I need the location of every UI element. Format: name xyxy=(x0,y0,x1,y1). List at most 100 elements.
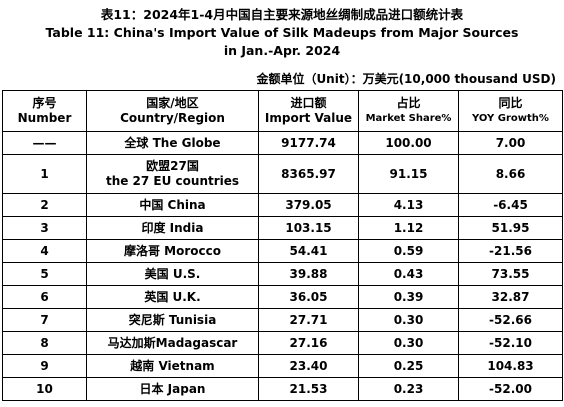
cell-text: 中国 China xyxy=(139,197,206,212)
cell: 32.87 xyxy=(458,285,563,309)
title-en: Table 11: China's Import Value of Silk M… xyxy=(45,25,519,40)
cell: 4.13 xyxy=(358,193,459,217)
table-body: 序号 Number 国家/地区 Country/Region 进口额 Import Val… xyxy=(2,90,563,401)
cell-text: 英国 U.K. xyxy=(144,289,201,304)
cell: 54.41 xyxy=(258,239,359,263)
cell: 0.39 xyxy=(358,285,459,309)
table-row: 7 突尼斯 Tunisia 27.71 0.30 -52.66 xyxy=(2,308,563,332)
cell: 印度 India xyxy=(86,216,259,240)
header-text: 国家/地区 xyxy=(146,96,199,110)
cell: 9 xyxy=(2,354,87,378)
table-row: 6 英国 U.K. 36.05 0.39 32.87 xyxy=(2,285,563,309)
cell: 6 xyxy=(2,285,87,309)
table-row: 1 欧盟27国 the 27 EU countries 8365.97 91.15 8.6… xyxy=(2,154,563,194)
table-row: 8 马达加斯Madagascar 27.16 0.30 -52.10 xyxy=(2,331,563,355)
table-row: 5 美国 U.S. 39.88 0.43 73.55 xyxy=(2,262,563,286)
cell: -6.45 xyxy=(458,193,563,217)
cell: —— xyxy=(2,131,87,155)
cell: 8 xyxy=(2,331,87,355)
header-cell: 进口额 Import Value xyxy=(258,90,359,132)
table-row: —— 全球 The Globe 9177.74 100.00 7.00 xyxy=(2,131,563,155)
header-text: Market Share% xyxy=(365,113,452,124)
cell: 9177.74 xyxy=(258,131,359,155)
data-table: 序号 Number 国家/地区 Country/Region 进口额 Import Val… xyxy=(2,90,563,401)
cell: 中国 China xyxy=(86,193,259,217)
cell: 越南 Vietnam xyxy=(86,354,259,378)
cell: 0.30 xyxy=(358,331,459,355)
cell: -52.66 xyxy=(458,308,563,332)
cell: 0.30 xyxy=(358,308,459,332)
table-row: 10 日本 Japan 21.53 0.23 -52.00 xyxy=(2,377,563,401)
cell: 突尼斯 Tunisia xyxy=(86,308,259,332)
header-text: Import Value xyxy=(264,111,353,125)
cell-text: 越南 Vietnam xyxy=(130,358,215,373)
header-text: 同比 xyxy=(498,96,523,110)
cell-text: 日本 Japan xyxy=(139,381,206,396)
cell: 103.15 xyxy=(258,216,359,240)
cell: 1.12 xyxy=(358,216,459,240)
cell: 39.88 xyxy=(258,262,359,286)
cell: 10 xyxy=(2,377,87,401)
cell-text: the 27 EU countries xyxy=(105,174,240,188)
cell-text: 马达加斯Madagascar xyxy=(107,335,238,350)
cell: 7.00 xyxy=(458,131,563,155)
cell-text: 摩洛哥 Morocco xyxy=(124,243,221,258)
cell: 104.83 xyxy=(458,354,563,378)
cell-text: 突尼斯 Tunisia xyxy=(128,312,217,327)
header-text: 占比 xyxy=(396,96,421,110)
cell: 73.55 xyxy=(458,262,563,286)
cell: 1 xyxy=(2,154,87,194)
cell: 27.16 xyxy=(258,331,359,355)
cell: 91.15 xyxy=(358,154,459,194)
header-text: Number xyxy=(17,111,72,125)
cell: -21.56 xyxy=(458,239,563,263)
cell-text: 欧盟27国 xyxy=(146,159,199,173)
header-text: YOY Growth% xyxy=(472,113,549,124)
title-block: 表11：2024年1-4月中国自主要来源地丝绸制成品进口额统计表 Table 1… xyxy=(0,0,564,68)
cell: 全球 The Globe xyxy=(86,131,259,155)
cell: 3 xyxy=(2,216,87,240)
cell: -52.10 xyxy=(458,331,563,355)
cell: 0.59 xyxy=(358,239,459,263)
cell: 0.25 xyxy=(358,354,459,378)
cell-text: 全球 The Globe xyxy=(124,135,221,150)
title-en: in Jan.-Apr. 2024 xyxy=(223,43,341,58)
cell: 欧盟27国 the 27 EU countries xyxy=(86,154,259,194)
cell: 2 xyxy=(2,193,87,217)
cell: 51.95 xyxy=(458,216,563,240)
cell: 英国 U.K. xyxy=(86,285,259,309)
cell: 0.23 xyxy=(358,377,459,401)
cell: 7 xyxy=(2,308,87,332)
cell-text: 印度 India xyxy=(141,220,204,235)
header-cell: 同比 YOY Growth% xyxy=(458,90,563,132)
table-row: 2 中国 China 379.05 4.13 -6.45 xyxy=(2,193,563,217)
unit-note: 金额单位（Unit）：万美元(10,000 thousand USD) xyxy=(256,72,556,86)
header-text: 序号 xyxy=(32,96,57,110)
cell: 5 xyxy=(2,262,87,286)
cell: 日本 Japan xyxy=(86,377,259,401)
table-row: 3 印度 India 103.15 1.12 51.95 xyxy=(2,216,563,240)
cell: 23.40 xyxy=(258,354,359,378)
cell-text: 美国 U.S. xyxy=(144,266,201,281)
header-row: 序号 Number 国家/地区 Country/Region 进口额 Import Val… xyxy=(2,90,563,132)
cell: 0.43 xyxy=(358,262,459,286)
cell: 美国 U.S. xyxy=(86,262,259,286)
cell: 摩洛哥 Morocco xyxy=(86,239,259,263)
cell: 379.05 xyxy=(258,193,359,217)
cell: 100.00 xyxy=(358,131,459,155)
cell: 马达加斯Madagascar xyxy=(86,331,259,355)
title-cn: 表11：2024年1-4月中国自主要来源地丝绸制成品进口额统计表 xyxy=(100,7,464,22)
cell: 21.53 xyxy=(258,377,359,401)
cell: 8.66 xyxy=(458,154,563,194)
table-row: 9 越南 Vietnam 23.40 0.25 104.83 xyxy=(2,354,563,378)
cell: -52.00 xyxy=(458,377,563,401)
header-cell: 序号 Number xyxy=(2,90,87,132)
cell: 36.05 xyxy=(258,285,359,309)
table-row: 4 摩洛哥 Morocco 54.41 0.59 -21.56 xyxy=(2,239,563,263)
cell: 4 xyxy=(2,239,87,263)
cell: 8365.97 xyxy=(258,154,359,194)
header-text: 进口额 xyxy=(290,96,327,110)
header-text: Country/Region xyxy=(120,111,225,125)
header-cell: 占比 Market Share% xyxy=(358,90,459,132)
